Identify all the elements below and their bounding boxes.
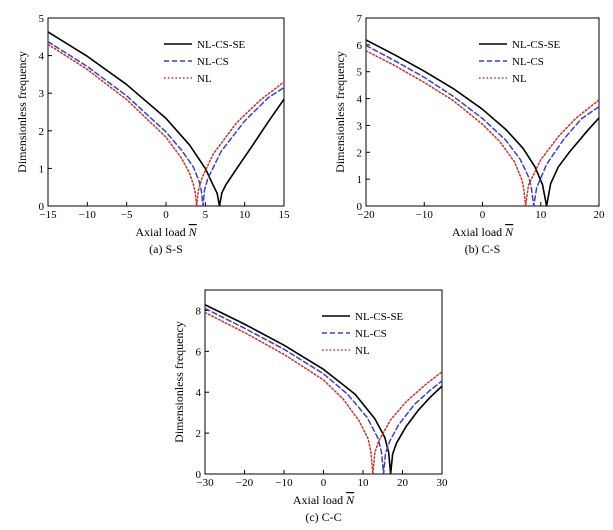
x-axis-label-text: Axial load (293, 493, 346, 507)
x-tick-label: 10 (239, 209, 251, 221)
x-tick-label: −5 (121, 209, 133, 221)
y-tick-label: 1 (39, 163, 45, 175)
y-tick-label: 0 (196, 469, 202, 481)
x-tick-label: 10 (535, 209, 547, 221)
y-tick-label: 4 (357, 94, 363, 106)
y-tick-label: 6 (196, 346, 202, 358)
legend-label: NL (512, 73, 527, 85)
x-tick-label: 0 (480, 209, 486, 221)
series-line-nl (48, 43, 284, 206)
series-line-nl-cs (366, 44, 599, 206)
x-tick-label: 0 (321, 477, 327, 489)
panel-c-c: −30 −20 −10 0 10 20 30 0 2 4 6 8 Dimensionless frequ… (172, 289, 449, 524)
y-axis-label: Dimensionless frequency (15, 51, 29, 173)
series-line-nl-cs-se (366, 39, 599, 206)
y-tick-label: 4 (39, 51, 45, 63)
y-tick-label: 4 (196, 387, 202, 399)
x-tick-label: 30 (437, 477, 449, 489)
legend-label: NL (197, 73, 212, 85)
x-tick-label: −10 (275, 477, 293, 489)
x-tick-label: 20 (594, 209, 606, 221)
series-line-nl-cs (48, 40, 284, 206)
x-tick-label: −20 (236, 477, 254, 489)
series-line-nl (205, 311, 442, 474)
series-line-nl-cs-se (205, 303, 442, 474)
x-axis-label-text: Axial load (452, 225, 505, 239)
legend-label: NL-CS-SE (197, 39, 246, 51)
y-tick-label: 8 (196, 305, 202, 317)
y-tick-label: 6 (357, 40, 363, 52)
legend-label: NL-CS (355, 328, 387, 340)
legend-label: NL-CS (512, 56, 544, 68)
x-axis-label-symbol: N (188, 225, 198, 239)
y-tick-label: 5 (357, 67, 363, 79)
y-tick-label: 1 (357, 174, 363, 186)
x-axis-label-text: Axial load (135, 225, 188, 239)
x-tick-label: −10 (79, 209, 97, 221)
legend-label: NL-CS-SE (512, 39, 561, 51)
x-tick-label: 15 (279, 209, 291, 221)
panel-s-s: −15 −10 −5 0 5 10 15 0 1 2 3 4 5 Dimensionless freque… (15, 13, 290, 256)
x-tick-label: −20 (357, 209, 375, 221)
series-line-nl-cs-se (48, 31, 284, 206)
x-axis-label: Axial load N (135, 225, 197, 239)
x-tick-label: −30 (196, 477, 214, 489)
legend-label: NL-CS (197, 56, 229, 68)
x-axis-label-symbol: N (345, 493, 355, 507)
x-tick-label: −10 (416, 209, 434, 221)
panel-c-s: −20 −10 0 10 20 0 1 2 3 4 5 6 7 Dimensionless frequen… (333, 13, 605, 256)
plot-frame (365, 17, 600, 207)
y-tick-label: 3 (39, 88, 45, 100)
x-tick-label: 0 (163, 209, 169, 221)
y-tick-label: 0 (39, 201, 45, 213)
y-tick-label: 3 (357, 120, 363, 132)
y-tick-label: 2 (357, 147, 363, 159)
x-axis-label: Axial load N (293, 493, 355, 507)
y-tick-label: 5 (39, 13, 45, 25)
x-tick-label: 10 (358, 477, 370, 489)
y-axis-label: Dimensionless frequency (333, 51, 347, 173)
legend-label: NL-CS-SE (355, 311, 404, 323)
y-tick-label: 7 (357, 13, 363, 25)
series-line-nl-cs (205, 307, 442, 474)
plot-frame (204, 289, 443, 475)
y-axis-label: Dimensionless frequency (172, 321, 186, 443)
x-tick-label: 5 (203, 209, 209, 221)
y-tick-label: 2 (39, 126, 45, 138)
y-tick-label: 0 (357, 201, 363, 213)
panel-caption: (a) S-S (149, 242, 183, 256)
x-axis-label-symbol: N (504, 225, 514, 239)
panel-caption: (c) C-C (305, 510, 341, 524)
y-tick-label: 2 (196, 428, 202, 440)
panel-caption: (b) C-S (465, 242, 501, 256)
legend-label: NL (355, 345, 370, 357)
x-tick-label: −15 (39, 209, 57, 221)
x-tick-label: 20 (397, 477, 409, 489)
x-axis-label: Axial load N (452, 225, 514, 239)
series-line-nl (366, 50, 599, 206)
